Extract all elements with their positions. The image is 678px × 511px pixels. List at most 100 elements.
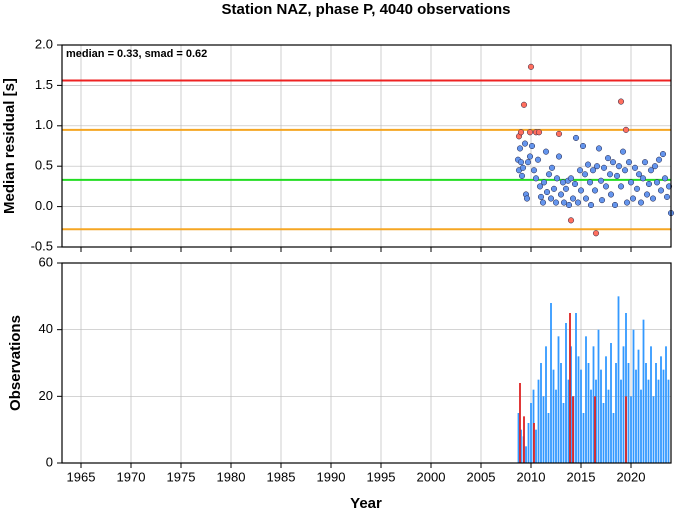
- x-tick-label: 1970: [117, 469, 146, 484]
- point: [532, 175, 540, 182]
- x-tick-label: 2000: [417, 469, 446, 484]
- point: [622, 126, 630, 133]
- bar: [523, 416, 525, 463]
- point: [540, 179, 548, 186]
- point: [523, 195, 531, 202]
- point: [629, 195, 637, 202]
- point: [524, 159, 532, 166]
- bar: [580, 369, 582, 463]
- bar: [607, 389, 610, 463]
- y-tick-label: 40: [39, 321, 53, 336]
- x-tick-label: 1990: [317, 469, 346, 484]
- point: [517, 159, 525, 166]
- point: [576, 167, 584, 174]
- point: [639, 175, 647, 182]
- bar: [662, 369, 665, 463]
- point: [560, 199, 568, 206]
- bar: [527, 423, 530, 463]
- y-tick-label: 20: [39, 388, 53, 403]
- point: [562, 185, 570, 192]
- point: [591, 187, 599, 194]
- x-tick-label: 2005: [467, 469, 496, 484]
- point: [535, 129, 543, 136]
- point: [635, 171, 643, 178]
- bar: [652, 396, 655, 463]
- bar: [562, 403, 565, 463]
- bar: [555, 389, 557, 463]
- bar: [600, 369, 602, 463]
- bar: [585, 336, 587, 463]
- point: [617, 183, 625, 190]
- point: [527, 63, 535, 70]
- bar: [657, 379, 660, 463]
- point: [574, 199, 582, 206]
- bar: [627, 363, 630, 463]
- bar: [637, 349, 640, 463]
- point: [552, 199, 560, 206]
- x-axis-label: Year: [350, 495, 382, 511]
- bar: [530, 403, 532, 463]
- point: [602, 183, 610, 190]
- point: [617, 98, 625, 105]
- point: [582, 195, 590, 202]
- point: [598, 197, 606, 204]
- bar: [605, 356, 607, 463]
- point: [581, 171, 589, 178]
- bar: [550, 303, 552, 463]
- point: [659, 151, 667, 158]
- bar: [520, 429, 522, 463]
- point: [586, 179, 594, 186]
- x-tick-label: 1975: [167, 469, 196, 484]
- bar: [525, 446, 527, 463]
- bar: [590, 389, 592, 463]
- y-tick-label: 0.0: [35, 198, 53, 213]
- bar: [572, 396, 574, 463]
- x-tick-label: 1980: [217, 469, 246, 484]
- point: [557, 191, 565, 198]
- point: [597, 177, 605, 184]
- point: [553, 175, 561, 182]
- point: [537, 193, 545, 200]
- plot-frame: [61, 262, 672, 464]
- point: [567, 175, 575, 182]
- point: [655, 156, 663, 163]
- point: [548, 164, 556, 171]
- bar: [660, 356, 662, 463]
- point: [615, 163, 623, 170]
- bar: [587, 363, 590, 463]
- bar: [655, 363, 657, 463]
- bar: [570, 346, 572, 463]
- bar: [625, 313, 627, 463]
- point: [555, 130, 563, 137]
- plot-frame: [61, 44, 672, 248]
- point: [663, 193, 671, 200]
- bar: [617, 296, 620, 463]
- point: [631, 164, 639, 171]
- point: [547, 195, 555, 202]
- point: [545, 171, 553, 178]
- point: [645, 180, 653, 188]
- point: [559, 179, 567, 186]
- point: [516, 145, 524, 152]
- point: [555, 153, 563, 160]
- bar: [592, 346, 595, 463]
- y-tick-label: 60: [39, 254, 53, 269]
- point: [528, 142, 536, 150]
- bar: [635, 369, 637, 463]
- point: [653, 179, 661, 186]
- bar: [577, 356, 580, 463]
- bar: [565, 323, 567, 463]
- point: [518, 172, 526, 179]
- point: [606, 171, 614, 178]
- point: [661, 175, 669, 182]
- bar: [552, 369, 555, 463]
- bar: [537, 379, 540, 463]
- y-tick-label: 0: [46, 454, 53, 469]
- point: [569, 195, 577, 202]
- point: [595, 145, 603, 152]
- bar: [597, 329, 600, 463]
- x-tick-label: 1965: [67, 469, 96, 484]
- bar: [642, 319, 645, 463]
- bar: [625, 396, 627, 463]
